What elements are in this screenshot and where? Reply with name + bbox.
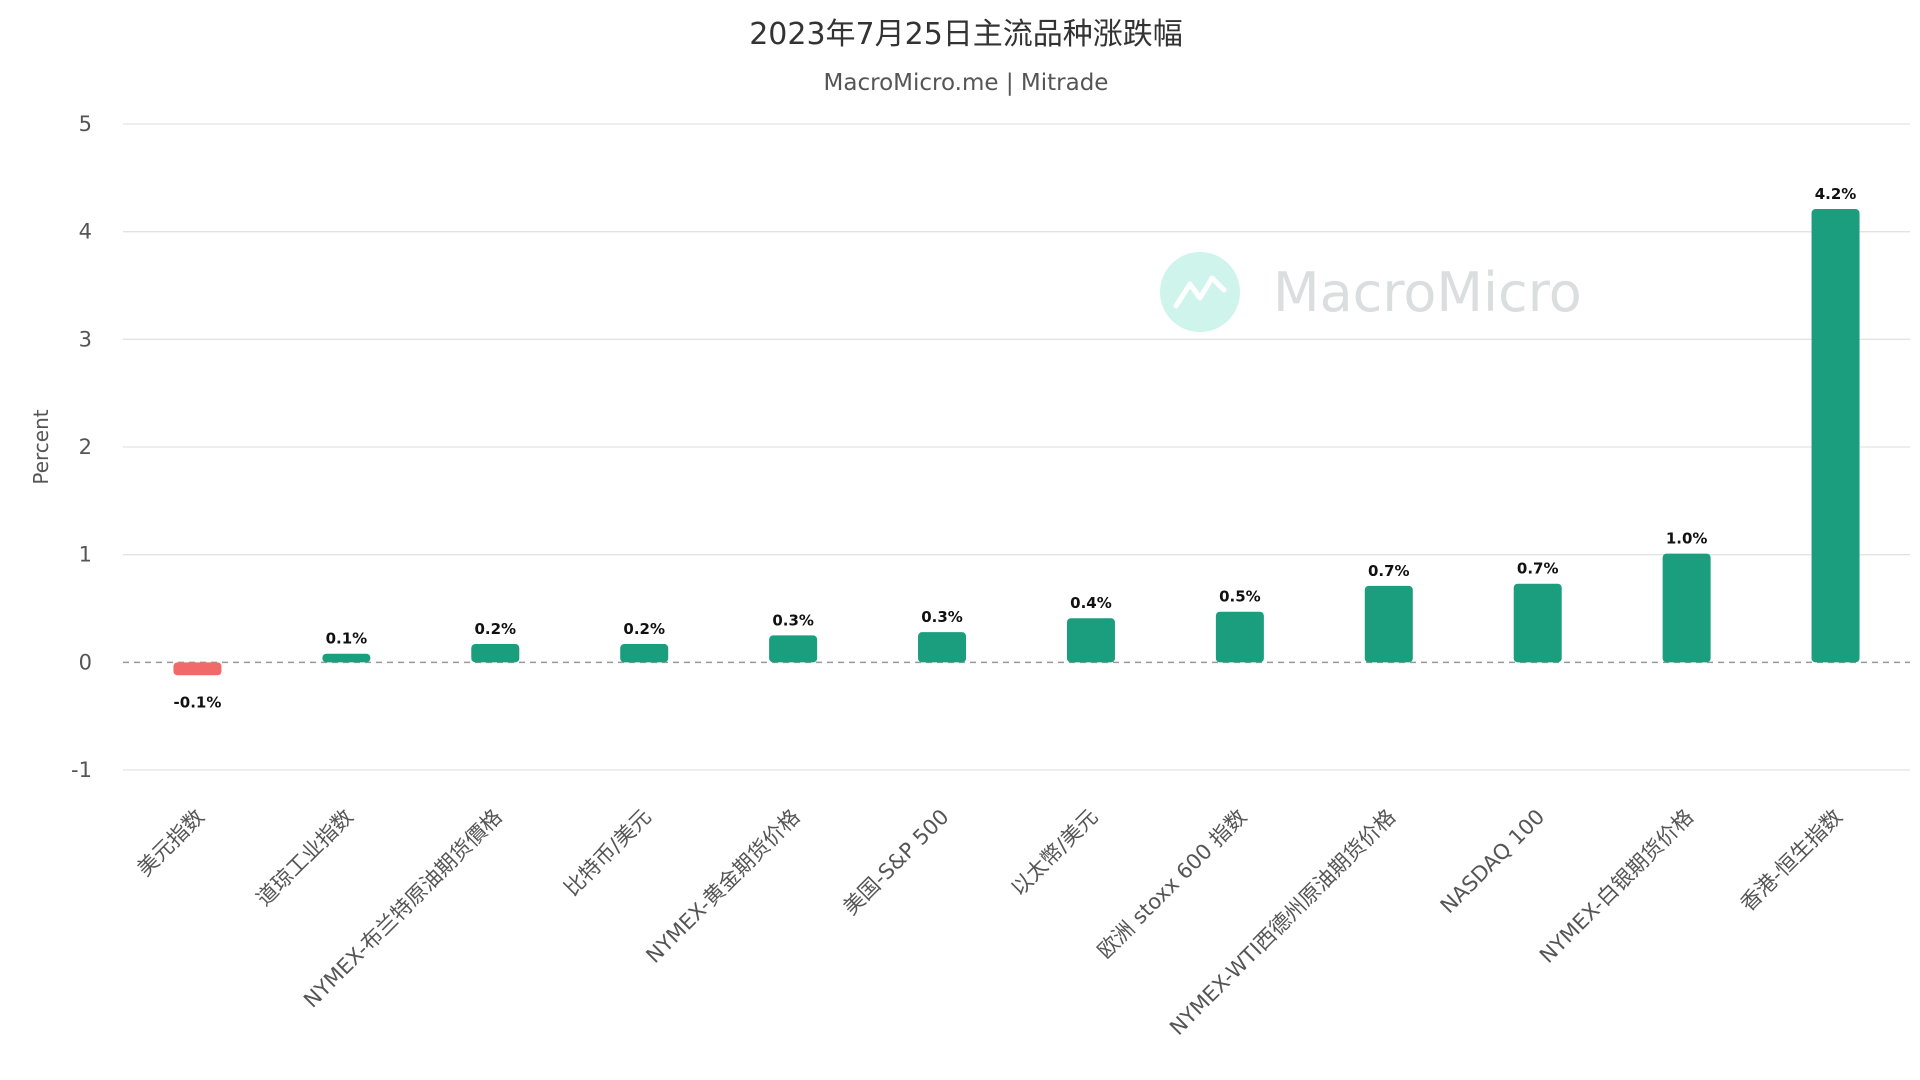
data-label: 0.4%	[1070, 594, 1112, 612]
x-tick-label: 道琼工业指数	[252, 805, 358, 911]
bar	[322, 653, 371, 663]
bar	[1513, 583, 1562, 663]
chart-line-icon	[1160, 252, 1240, 332]
x-tick-label: NYMEX-白银期货价格	[1535, 805, 1698, 968]
data-label: 0.2%	[474, 620, 516, 638]
data-label: 0.3%	[921, 608, 963, 626]
bar	[918, 632, 967, 663]
y-tick-label: 1	[79, 543, 92, 567]
bar	[620, 644, 669, 663]
data-label: 4.2%	[1815, 185, 1857, 203]
data-label: 0.7%	[1368, 562, 1410, 580]
y-axis-label: Percent	[29, 409, 53, 484]
data-label: 0.1%	[326, 630, 368, 648]
data-label: 0.3%	[772, 611, 814, 629]
data-label: 0.5%	[1219, 588, 1261, 606]
watermark-text: MacroMicro	[1273, 261, 1582, 324]
watermark-logo: MacroMicro	[1160, 252, 1582, 332]
bar	[1662, 553, 1711, 663]
chart-title: 2023年7月25日主流品种涨跌幅	[749, 17, 1183, 52]
x-tick-label: 美元指数	[133, 805, 209, 881]
y-tick-label: 0	[79, 650, 92, 674]
x-tick-label: 香港-恒生指数	[1736, 805, 1847, 916]
data-label: -0.1%	[174, 693, 222, 711]
bar	[471, 644, 520, 663]
y-tick-label: -1	[71, 758, 92, 782]
bar	[1811, 209, 1860, 663]
y-tick-label: 4	[79, 220, 92, 244]
data-label: 1.0%	[1666, 530, 1708, 548]
bar	[1066, 618, 1115, 663]
bar	[1364, 585, 1413, 663]
data-label: 0.7%	[1517, 560, 1559, 578]
bar	[769, 635, 818, 663]
chart-subtitle: MacroMicro.me | Mitrade	[824, 70, 1109, 96]
bar	[1215, 611, 1264, 663]
x-tick-label: NASDAQ 100	[1436, 805, 1549, 918]
y-tick-label: 5	[79, 112, 92, 136]
x-tick-label: NYMEX-黄金期货价格	[641, 805, 804, 968]
bar	[173, 662, 222, 676]
y-tick-label: 2	[79, 435, 92, 459]
y-tick-label: 3	[79, 327, 92, 351]
x-tick-label: 美国-S&P 500	[839, 805, 954, 920]
x-tick-label: 比特币/美元	[560, 805, 656, 901]
data-label: 0.2%	[623, 620, 665, 638]
x-tick-label: 以太幣/美元	[1006, 805, 1102, 901]
x-tick-label: 欧洲 stoxx 600 指数	[1093, 805, 1252, 964]
